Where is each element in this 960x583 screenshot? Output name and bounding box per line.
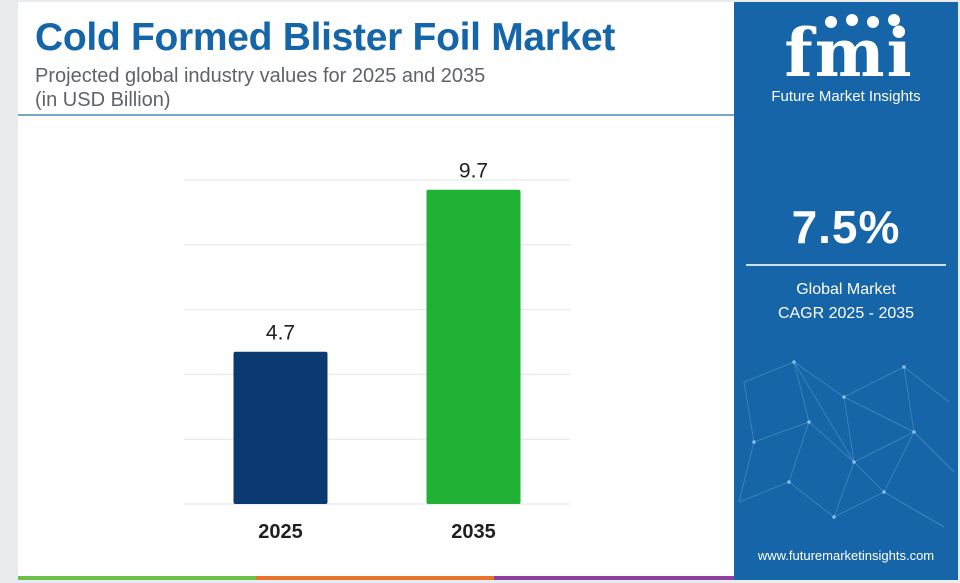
- bar-2035: [426, 189, 521, 504]
- subtitle-line-1: Projected global industry values for 202…: [35, 65, 486, 87]
- chart-labels: 4.7 2025 9.7 2035: [258, 160, 496, 543]
- svg-text:fmi: fmi: [784, 14, 913, 84]
- sidebar-divider: [746, 264, 946, 266]
- bar-2025: [233, 351, 328, 504]
- page-subtitle: Projected global industry values for 202…: [35, 64, 485, 112]
- cagr-label-line-2: CAGR 2025 - 2035: [777, 305, 915, 322]
- bar-chart: 4.7 2025 9.7 2035: [184, 160, 570, 543]
- x-tick-label-2035: 2035: [451, 521, 496, 543]
- data-label-2035: 9.7: [459, 160, 488, 183]
- brand-name: Future Market Insights: [771, 88, 921, 105]
- chart-bars: [233, 189, 521, 504]
- cagr-label-line-1: Global Market: [796, 281, 896, 298]
- footer-stripe-orange: [256, 576, 494, 580]
- x-tick-label-2025: 2025: [258, 521, 303, 543]
- data-label-2025: 4.7: [266, 322, 295, 345]
- website-link[interactable]: www.futuremarketinsights.com: [757, 548, 935, 563]
- subtitle-line-2: (in USD Billion): [35, 89, 171, 111]
- footer-stripe-purple: [494, 576, 734, 580]
- sidebar-panel: fmi Future Market Insights 7.5% Global M…: [734, 2, 958, 580]
- header-divider: [18, 114, 734, 116]
- footer-stripe-green: [18, 576, 256, 580]
- infographic-card: Cold Formed Blister Foil Market Projecte…: [18, 2, 958, 580]
- cagr-label: Global Market CAGR 2025 - 2035: [734, 278, 958, 326]
- page-title: Cold Formed Blister Foil Market: [35, 16, 616, 59]
- fmi-logo: fmi: [784, 14, 913, 84]
- network-graphic: [738, 360, 955, 528]
- cagr-value: 7.5%: [791, 201, 901, 253]
